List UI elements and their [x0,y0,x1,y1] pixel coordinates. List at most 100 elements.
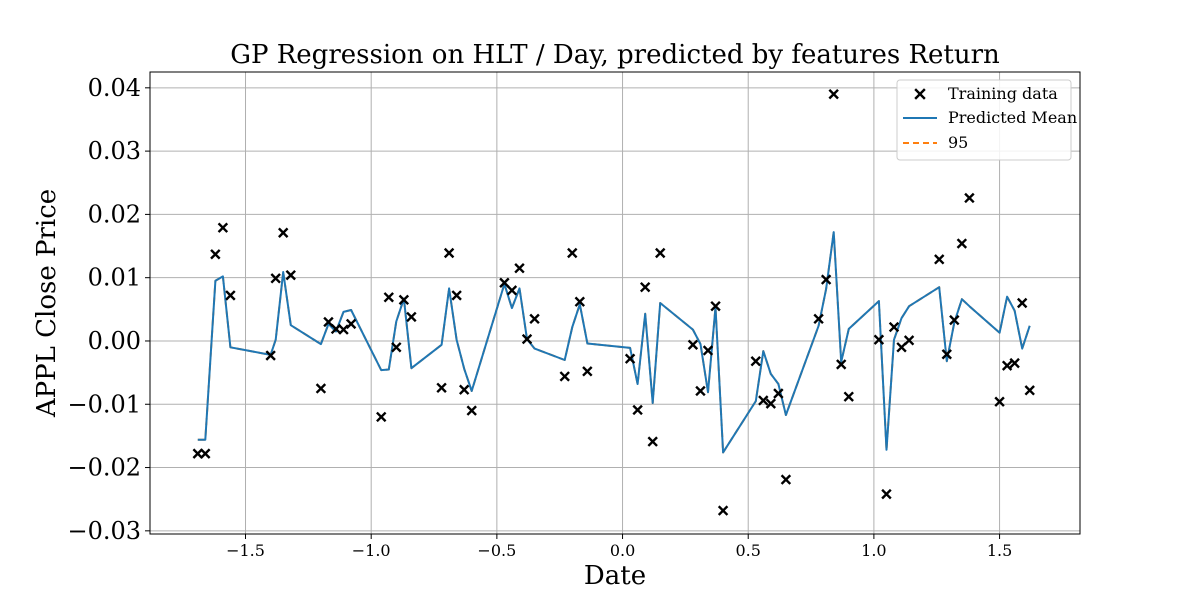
training-data-point [200,448,211,459]
training-data-point [710,300,721,312]
training-data-point [210,249,221,260]
x-tick-label: −1.5 [226,541,265,560]
training-data-point [843,391,854,402]
training-data-point [323,316,334,328]
training-data-point [1024,385,1035,396]
x-tick-label: 1.5 [987,541,1012,560]
y-tick-label: 0.00 [88,327,141,355]
y-tick-label: −0.02 [67,454,141,482]
training-data-point [376,411,387,423]
legend-x-glyph [914,88,926,100]
legend-box [896,79,1072,161]
training-data-point [270,273,281,284]
y-axis-label: APPL Close Price [32,189,62,418]
training-data-point [330,323,342,335]
training-data-point [765,398,777,409]
chart-title: GP Regression on HLT / Day, predicted by… [230,40,1000,70]
training-data-point [559,371,570,382]
training-data-point [750,356,761,367]
training-data-point [964,192,975,204]
training-data-point [451,290,462,301]
training-data-point [828,88,839,100]
training-data-point [567,247,578,259]
x-axis-label: Date [584,561,646,591]
y-axis-ticks: −0.03 −0.02 −0.01 0.00 0.01 0.02 0.03 0.04 [67,74,150,545]
x-tick-label: 1.0 [861,541,886,560]
training-data-point [820,274,832,285]
plot-area-frame [149,71,1081,535]
training-data-point [192,448,203,459]
training-data-point [687,339,699,350]
legend-label-95: 95 [948,133,968,152]
training-data-point [836,359,847,370]
training-data-point [345,318,357,330]
training-data-point [338,324,349,335]
training-data-point [934,254,945,265]
training-data-point [702,345,714,356]
training-data-point [903,335,915,346]
training-data-point [647,436,658,447]
training-data-point [956,238,968,249]
legend-entry-training-data: Training data [914,84,1058,103]
y-tick-label: −0.03 [67,517,141,545]
training-data-point [406,311,417,323]
training-data-point [529,313,540,325]
training-data-point [881,488,892,500]
training-data-point [466,405,477,416]
training-data-point [949,314,960,326]
training-data-point [695,385,706,397]
training-data-point [632,404,643,416]
training-data-point [773,388,784,399]
training-data-point [574,296,586,307]
training-data-point [717,505,729,516]
y-tick-label: 0.01 [88,264,141,292]
training-data-point [873,334,885,345]
legend-entry-95: 95 [903,133,968,152]
training-data-point [888,321,900,333]
training-data-point [994,396,1005,407]
y-tick-label: 0.02 [88,200,141,228]
training-data-point [758,395,769,406]
training-data-point [285,269,296,281]
legend-label-predicted-mean: Predicted Mean [948,108,1077,127]
training-data-point [521,333,533,345]
training-data-point [506,285,518,296]
y-tick-label: 0.04 [88,74,141,102]
x-tick-label: −1.0 [352,541,391,560]
training-data-point [1009,357,1020,369]
training-data-point [813,313,824,325]
training-data-point [655,247,666,259]
training-data-point [896,342,907,353]
x-tick-label: 0.0 [610,541,635,560]
training-data-point [458,384,470,395]
training-data-point [436,382,447,394]
legend-entry-predicted-mean: Predicted Mean [903,108,1077,127]
training-data-point [217,222,229,233]
training-data-point [514,262,525,274]
training-data-point [278,227,289,238]
training-data-point [398,294,410,306]
training-data-point [1001,360,1013,371]
training-data-points [192,88,1035,516]
training-data-point [391,342,402,353]
training-data-point [639,281,651,293]
y-tick-label: 0.03 [88,137,141,165]
training-data-point [624,353,636,364]
training-data-point [499,277,510,288]
chart-legend: Training data Predicted Mean 95 [896,79,1077,161]
x-axis-ticks: −1.5 −1.0 −0.5 0.0 0.5 1.0 1.5 [226,534,1012,560]
training-data-point [225,290,236,301]
training-data-point [443,247,455,259]
x-tick-label: 0.5 [735,541,760,560]
training-data-point [315,383,327,394]
training-data-point [582,366,593,377]
training-data-point [265,350,276,361]
training-data-point [780,474,792,485]
legend-label-training-data: Training data [948,84,1058,103]
y-tick-label: −0.01 [67,390,141,418]
x-tick-label: −0.5 [477,541,516,560]
training-data-point [1016,297,1028,309]
training-data-point [941,349,952,360]
legend-x-marker [914,88,926,100]
